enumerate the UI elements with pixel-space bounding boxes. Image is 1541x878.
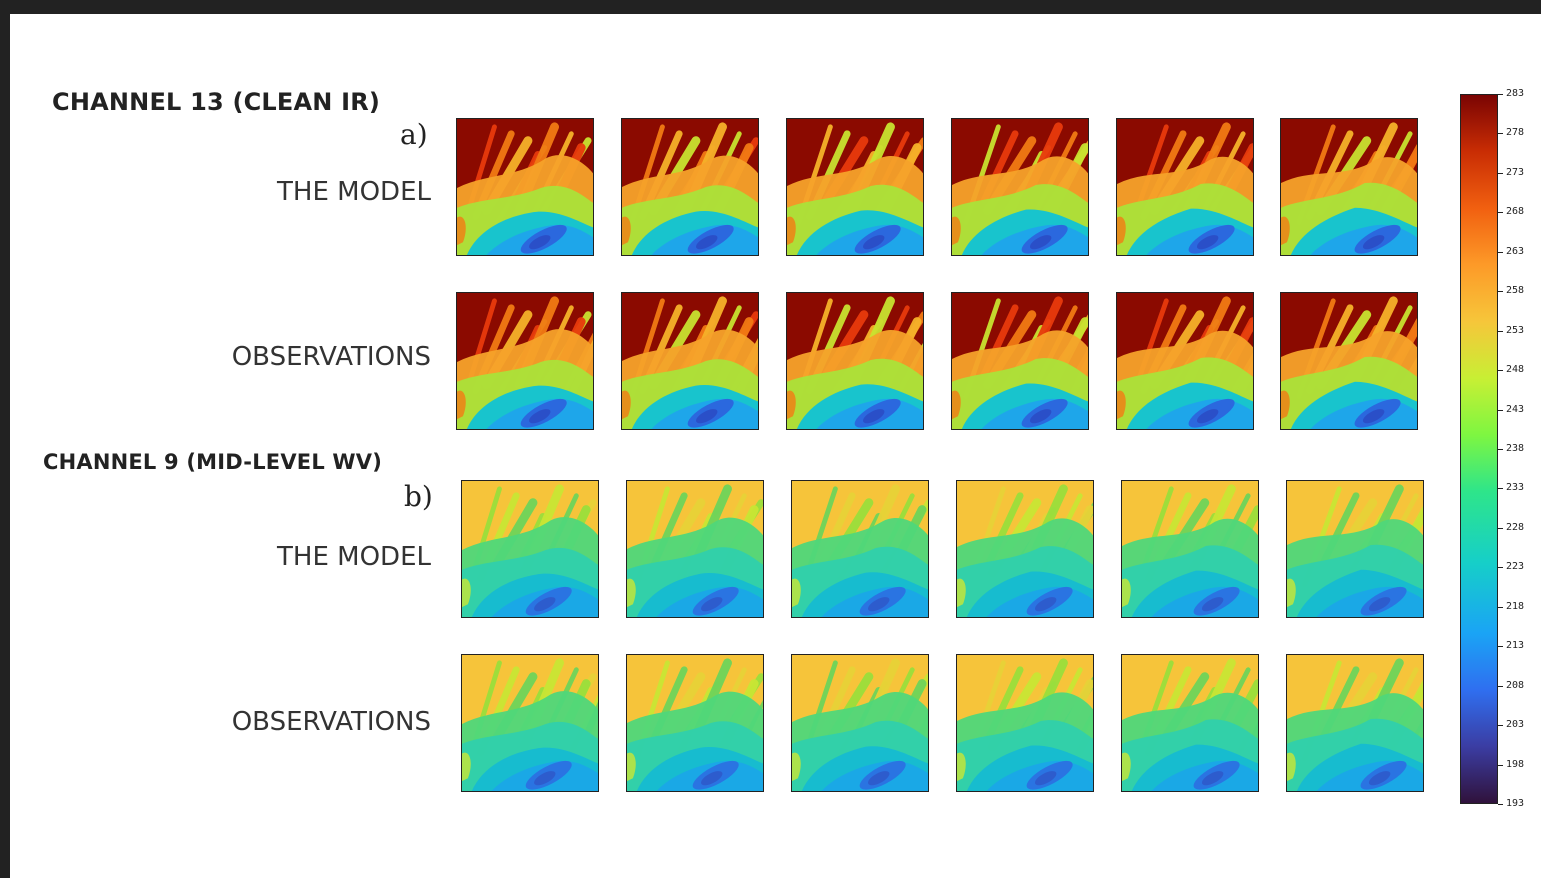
panel-letter-b: b) — [404, 480, 433, 513]
colorbar-tick-label: 278 — [1506, 127, 1525, 139]
colorbar-tick-label: 233 — [1506, 482, 1525, 494]
colorbar-tick-label: 208 — [1506, 679, 1525, 691]
colorbar-tick-label: 213 — [1506, 640, 1525, 652]
frame-tile — [461, 654, 599, 792]
frame-tile — [456, 292, 594, 430]
frame-image — [627, 481, 763, 617]
row-label-ch9-model: THE MODEL — [277, 542, 431, 572]
frame-image — [792, 655, 928, 791]
colorbar-tick — [1498, 172, 1503, 174]
colorbar-tick-label: 283 — [1506, 88, 1525, 99]
colorbar-tick-label: 273 — [1506, 166, 1525, 178]
section-title-channel-9: CHANNEL 9 (MID-LEVEL WV) — [43, 450, 383, 474]
frame-tile — [791, 480, 929, 618]
colorbar-tick — [1498, 488, 1503, 490]
frame-image — [1287, 481, 1423, 617]
frame-image — [1117, 293, 1253, 429]
colorbar-tick-label: 263 — [1506, 245, 1525, 257]
colorbar — [1460, 94, 1498, 804]
frame-image — [1122, 655, 1258, 791]
frame-image — [457, 293, 593, 429]
frame-image — [787, 119, 923, 255]
frame-image — [952, 119, 1088, 255]
frame-image — [957, 481, 1093, 617]
colorbar-tick-label: 198 — [1506, 758, 1525, 770]
frame-tile — [1116, 292, 1254, 430]
colorbar-tick — [1498, 133, 1503, 135]
frame-tile — [1116, 118, 1254, 256]
colorbar-tick-label: 223 — [1506, 561, 1525, 573]
frame-tile — [956, 480, 1094, 618]
frame-tile — [951, 118, 1089, 256]
frame-tile — [621, 118, 759, 256]
frame-image — [1117, 119, 1253, 255]
colorbar-tick — [1498, 449, 1503, 450]
colorbar-tick — [1498, 409, 1503, 411]
colorbar-tick-label: 238 — [1506, 443, 1525, 454]
frame-tile — [956, 654, 1094, 792]
frame-image — [627, 655, 763, 791]
frame-image — [1281, 293, 1417, 429]
colorbar-tick-label: 258 — [1506, 285, 1525, 297]
section-title-channel-13: CHANNEL 13 (CLEAN IR) — [52, 88, 381, 116]
colorbar-tick — [1498, 94, 1503, 95]
row-label-ch9-observations: OBSERVATIONS — [231, 707, 431, 737]
frame-image — [457, 119, 593, 255]
colorbar-tick-label: 248 — [1506, 364, 1525, 376]
colorbar-tick-label: 203 — [1506, 719, 1525, 731]
frame-image — [952, 293, 1088, 429]
frame-image — [1281, 119, 1417, 255]
row-label-ch13-model: THE MODEL — [277, 177, 431, 207]
frame-tile — [1280, 118, 1418, 256]
frame-image — [1122, 481, 1258, 617]
frame-image — [462, 655, 598, 791]
frame-image — [787, 293, 923, 429]
frame-tile — [1286, 654, 1424, 792]
row-label-ch13-observations: OBSERVATIONS — [231, 342, 431, 372]
frame-tile — [1121, 480, 1259, 618]
colorbar-tick — [1498, 804, 1503, 805]
colorbar-tick — [1498, 212, 1503, 214]
colorbar-tick — [1498, 291, 1503, 293]
frame-tile — [791, 654, 929, 792]
frame-tile — [626, 480, 764, 618]
colorbar-tick-label: 193 — [1506, 798, 1525, 809]
colorbar-tick — [1498, 764, 1503, 766]
frame-image — [1287, 655, 1423, 791]
frame-tile — [1121, 654, 1259, 792]
colorbar-tick-label: 218 — [1506, 600, 1525, 612]
frame-image — [622, 119, 758, 255]
frame-tile — [461, 480, 599, 618]
colorbar-tick-label: 268 — [1506, 206, 1525, 218]
frame-tile — [951, 292, 1089, 430]
colorbar-tick — [1498, 646, 1503, 648]
figure-canvas: CHANNEL 13 (CLEAN IR) a) THE MODEL OBSER… — [10, 14, 1541, 878]
frame-tile — [1280, 292, 1418, 430]
frame-tile — [621, 292, 759, 430]
colorbar-tick — [1498, 527, 1503, 529]
colorbar-tick — [1498, 330, 1503, 332]
panel-letter-a: a) — [400, 118, 428, 151]
colorbar-tick — [1498, 725, 1503, 727]
frame-tile — [626, 654, 764, 792]
colorbar-tick-label: 228 — [1506, 521, 1525, 533]
colorbar-tick — [1498, 606, 1503, 608]
colorbar-tick — [1498, 251, 1503, 253]
frame-image — [622, 293, 758, 429]
frame-tile — [456, 118, 594, 256]
frame-tile — [786, 292, 924, 430]
frame-image — [462, 481, 598, 617]
frame-image — [792, 481, 928, 617]
colorbar-tick — [1498, 685, 1503, 687]
colorbar-tick-label: 243 — [1506, 403, 1525, 415]
frame-tile — [786, 118, 924, 256]
colorbar-tick-label: 253 — [1506, 324, 1525, 336]
frame-image — [957, 655, 1093, 791]
frame-tile — [1286, 480, 1424, 618]
colorbar-tick — [1498, 370, 1503, 372]
colorbar-tick — [1498, 567, 1503, 569]
